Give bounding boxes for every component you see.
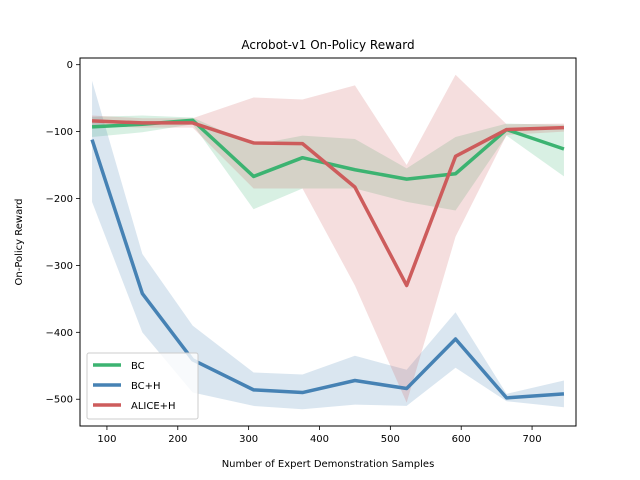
chart-title: Acrobot-v1 On-Policy Reward [241, 38, 414, 52]
y-axis-label: On-Policy Reward [14, 198, 25, 285]
y-tick-label: −100 [46, 127, 73, 138]
x-tick-label: 600 [452, 434, 471, 445]
x-tick-label: 500 [381, 434, 400, 445]
y-axis-ticks: 0 −100 −200 −300 −400 −500 [46, 60, 80, 406]
legend-box [86, 352, 199, 420]
x-tick-label: 300 [239, 434, 258, 445]
plot-frame [79, 57, 577, 427]
x-axis-ticks: 100 200 300 400 500 600 700 [97, 426, 542, 445]
x-tick-label: 400 [310, 434, 329, 445]
y-tick-label: 0 [67, 60, 73, 71]
y-tick-label: −400 [46, 328, 73, 339]
x-tick-label: 100 [97, 434, 116, 445]
y-tick-label: −500 [46, 395, 73, 406]
line-bc-h [90, 139, 565, 400]
line-alice-h [91, 119, 565, 288]
band-bc-h [92, 80, 564, 410]
legend-label-alice-h: ALICE+H [131, 401, 176, 412]
legend: BC BC+H ALICE+H [86, 352, 199, 420]
legend-label-bc: BC [131, 361, 145, 372]
y-tick-label: −200 [46, 194, 73, 205]
band-alice-h [92, 74, 564, 403]
y-tick-label: −300 [46, 261, 73, 272]
x-tick-label: 700 [523, 434, 542, 445]
x-axis-label: Number of Expert Demonstration Samples [222, 459, 435, 470]
series-lines [90, 118, 565, 400]
legend-label-bc-h: BC+H [131, 381, 161, 392]
x-tick-label: 200 [168, 434, 187, 445]
